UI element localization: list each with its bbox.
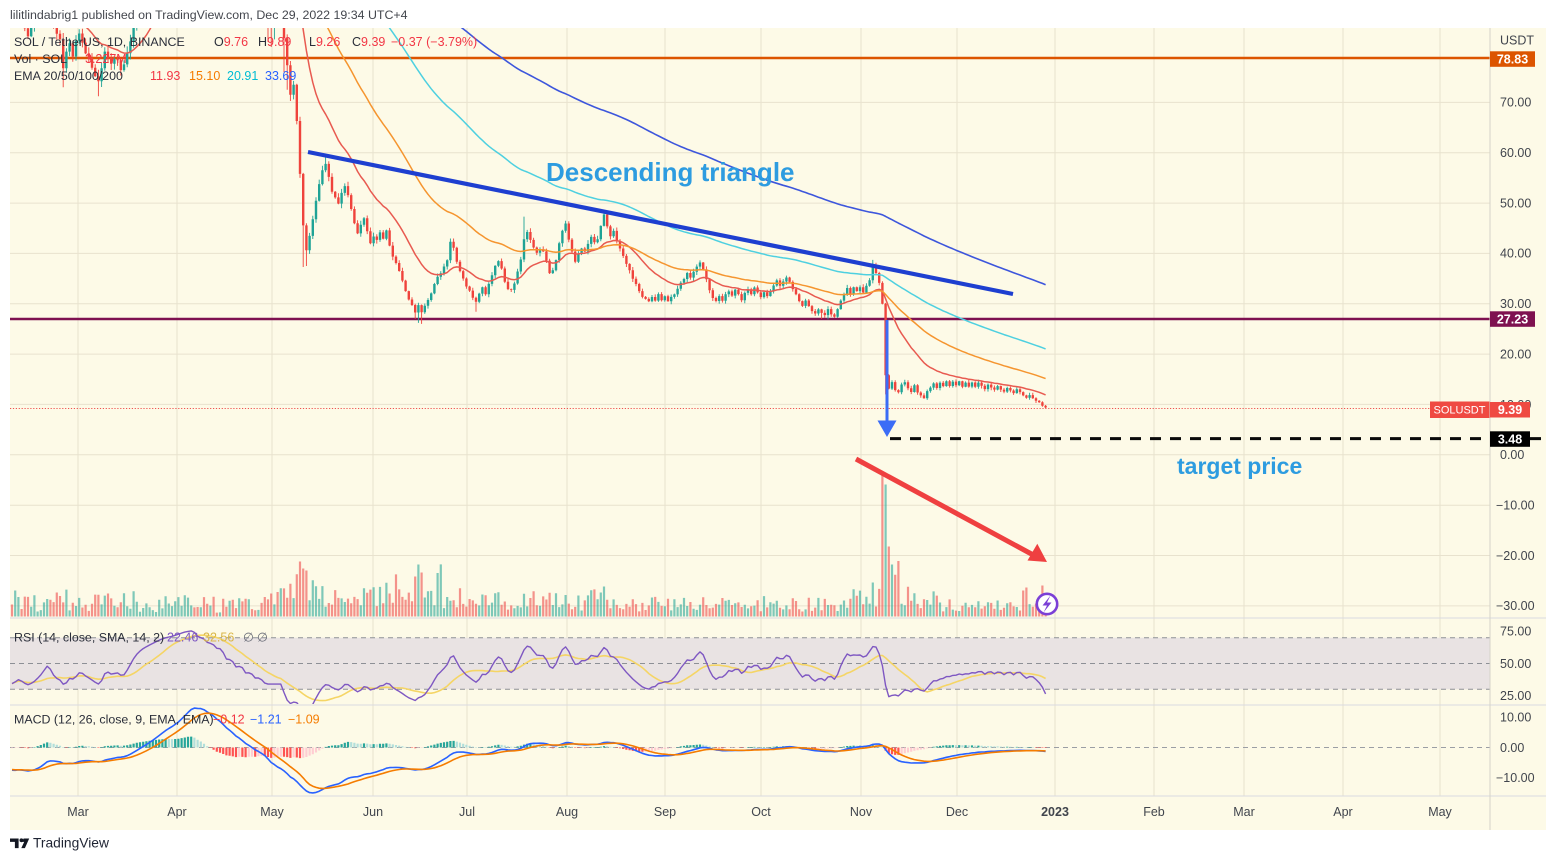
svg-text:Oct: Oct bbox=[751, 805, 771, 819]
svg-text:−1.09: −1.09 bbox=[288, 713, 320, 727]
svg-text:RSI (14, close, SMA, 14, 2): RSI (14, close, SMA, 14, 2) bbox=[14, 631, 164, 645]
svg-text:30.00: 30.00 bbox=[1500, 297, 1531, 311]
svg-text:11.93: 11.93 bbox=[150, 69, 180, 83]
svg-text:50.00: 50.00 bbox=[1500, 657, 1531, 671]
svg-text:Jul: Jul bbox=[459, 805, 475, 819]
svg-text:Mar: Mar bbox=[67, 805, 89, 819]
svg-text:60.00: 60.00 bbox=[1500, 146, 1531, 160]
svg-text:−10.00: −10.00 bbox=[1496, 499, 1535, 513]
svg-text:target price: target price bbox=[1177, 453, 1302, 479]
svg-text:Mar: Mar bbox=[1233, 805, 1255, 819]
svg-text:32.56: 32.56 bbox=[203, 631, 234, 645]
svg-text:∅: ∅ bbox=[257, 631, 268, 645]
svg-text:Dec: Dec bbox=[946, 805, 968, 819]
svg-text:33.69: 33.69 bbox=[265, 69, 296, 83]
svg-text:−1.21: −1.21 bbox=[250, 713, 282, 727]
svg-text:Jun: Jun bbox=[363, 805, 383, 819]
svg-text:May: May bbox=[260, 805, 284, 819]
svg-text:20.00: 20.00 bbox=[1500, 347, 1531, 361]
svg-text:Vol · SOL: Vol · SOL bbox=[14, 52, 67, 66]
svg-text:10.00: 10.00 bbox=[1500, 711, 1531, 725]
svg-text:20.91: 20.91 bbox=[227, 69, 258, 83]
svg-text:3.48: 3.48 bbox=[1498, 432, 1522, 446]
svg-text:70.00: 70.00 bbox=[1500, 96, 1531, 110]
svg-text:Descending triangle: Descending triangle bbox=[546, 157, 795, 187]
svg-text:TradingView: TradingView bbox=[33, 836, 109, 851]
svg-text:3.227M: 3.227M bbox=[85, 52, 127, 66]
svg-text:−30.00: −30.00 bbox=[1496, 599, 1535, 613]
svg-text:22.46: 22.46 bbox=[167, 631, 198, 645]
svg-text:SOLUSDT: SOLUSDT bbox=[1434, 405, 1486, 417]
svg-text:EMA 20/50/100/200: EMA 20/50/100/200 bbox=[14, 69, 123, 83]
svg-text:lilitlindabrig1 published on T: lilitlindabrig1 published on TradingView… bbox=[10, 8, 408, 22]
svg-text:0.00: 0.00 bbox=[1500, 741, 1524, 755]
svg-text:May: May bbox=[1428, 805, 1452, 819]
svg-text:40.00: 40.00 bbox=[1500, 247, 1531, 261]
svg-text:50.00: 50.00 bbox=[1500, 196, 1531, 210]
svg-text:0.00: 0.00 bbox=[1500, 448, 1524, 462]
svg-text:Sep: Sep bbox=[654, 805, 676, 819]
svg-text:Apr: Apr bbox=[1333, 805, 1352, 819]
svg-text:Aug: Aug bbox=[556, 805, 578, 819]
svg-text:78.83: 78.83 bbox=[1497, 52, 1528, 66]
svg-text:25.00: 25.00 bbox=[1500, 689, 1531, 703]
svg-text:75.00: 75.00 bbox=[1500, 625, 1531, 639]
svg-text:2023: 2023 bbox=[1041, 805, 1069, 819]
svg-text:SOL / TetherUS, 1D, BINANCE: SOL / TetherUS, 1D, BINANCE bbox=[14, 35, 185, 49]
svg-text:−0.12: −0.12 bbox=[213, 713, 245, 727]
svg-text:USDT: USDT bbox=[1500, 33, 1534, 47]
svg-text:27.23: 27.23 bbox=[1497, 312, 1528, 326]
svg-text:Nov: Nov bbox=[850, 805, 873, 819]
svg-text:Feb: Feb bbox=[1143, 805, 1165, 819]
svg-text:−20.00: −20.00 bbox=[1496, 549, 1535, 563]
svg-text:MACD (12, 26, close, 9, EMA, E: MACD (12, 26, close, 9, EMA, EMA) bbox=[14, 713, 214, 727]
svg-text:∅: ∅ bbox=[243, 631, 254, 645]
svg-text:−10.00: −10.00 bbox=[1496, 771, 1535, 785]
svg-text:9.39: 9.39 bbox=[1498, 403, 1522, 417]
svg-text:15.10: 15.10 bbox=[189, 69, 220, 83]
svg-text:Apr: Apr bbox=[167, 805, 186, 819]
